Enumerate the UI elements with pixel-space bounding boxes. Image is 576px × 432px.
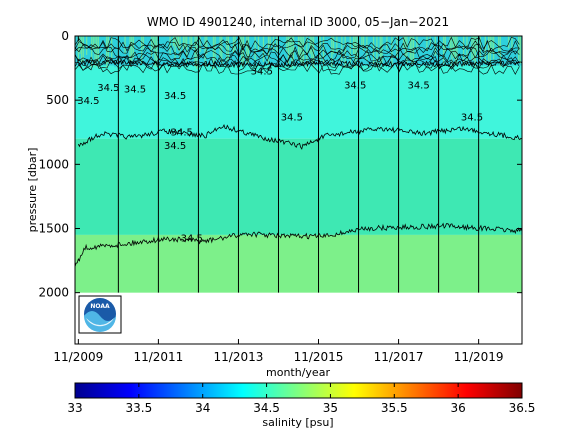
y-axis-label: pressure [dbar] (26, 148, 39, 233)
surface-contour (75, 49, 520, 63)
colorbar-tick-label: 35.5 (381, 401, 408, 415)
contour-line (77, 123, 522, 150)
x-tick-label: 11/2011 (133, 350, 183, 364)
contour-label: 34.5 (181, 233, 203, 244)
plot-area: 34.5 34.5 34.5 34.5 34.5 34.5 34.5 34.5 34.5 34.5… (75, 36, 522, 293)
contour-line (75, 222, 522, 267)
colorbar (74, 382, 523, 399)
surface-contour (75, 62, 520, 75)
surface-contour (75, 59, 520, 72)
surface-contour (75, 43, 520, 56)
contour-label: 34.5 (77, 96, 99, 107)
y-tick-label: 2000 (38, 286, 69, 300)
plot-frame (74, 35, 523, 345)
contour-label: 34.5 (251, 67, 273, 78)
x-tick-label: 11/2009 (53, 350, 103, 364)
colorbar-ticks: 33 33.5 34 34.5 35 35.5 36 36.5 (67, 383, 535, 415)
contour-label: 34.5 (124, 84, 146, 95)
colorbar-tick-label: 34 (195, 401, 210, 415)
x-axis: 11/2009 11/2011 11/2013 11/2015 11/2017 11/20… (53, 36, 504, 364)
svg-text:NOAA: NOAA (90, 303, 110, 310)
contour-label: 34.5 (97, 83, 119, 94)
y-tick-label: 1500 (38, 222, 69, 236)
colorbar-tick-label: 35 (323, 401, 338, 415)
y-tick-label: 500 (46, 93, 69, 107)
contour-label: 34.5 (461, 113, 483, 124)
y-tick-label: 0 (61, 29, 69, 43)
contour-label: 34.5 (164, 91, 186, 102)
contour-label: 34.5 (407, 81, 429, 92)
x-tick-label: 11/2019 (454, 350, 504, 364)
colorbar-label: salinity [psu] (262, 416, 333, 429)
colorbar-tick-label: 33 (67, 401, 82, 415)
noaa-logo: NOAA (78, 295, 122, 334)
contour-label: 34.5 (171, 127, 193, 138)
contour-label: 34.5 (281, 113, 303, 124)
colorbar-tick-label: 33.5 (125, 401, 152, 415)
surface-noise (75, 36, 522, 75)
salinity-band (75, 138, 522, 235)
colorbar-tick-label: 34.5 (253, 401, 280, 415)
salinity-fill (75, 36, 522, 293)
contour-label: 34.5 (164, 141, 186, 152)
contour-line (77, 59, 522, 69)
x-tick-label: 11/2013 (214, 350, 264, 364)
contour-label: 34.5 (344, 81, 366, 92)
year-lines (117, 36, 480, 293)
y-tick-label: 1000 (38, 157, 69, 171)
x-tick-label: 11/2015 (294, 350, 344, 364)
contour-labels: 34.5 34.5 34.5 34.5 34.5 34.5 34.5 34.5 34.5 34.5… (77, 67, 483, 245)
salinity-band (75, 234, 522, 293)
contour-lines (75, 59, 522, 267)
surface-contour (75, 46, 520, 59)
y-axis: 0 500 1000 1500 2000 (38, 29, 522, 300)
chart-title: WMO ID 4901240, internal ID 3000, 05−Jan… (147, 15, 449, 29)
x-axis-label: month/year (266, 366, 330, 379)
x-tick-label: 11/2017 (374, 350, 424, 364)
colorbar-tick-label: 36 (451, 401, 466, 415)
surface-contour (75, 39, 520, 53)
colorbar-tick-label: 36.5 (509, 401, 536, 415)
salinity-band (75, 65, 522, 139)
surface-contour (75, 55, 520, 69)
surface-contour (75, 52, 520, 66)
